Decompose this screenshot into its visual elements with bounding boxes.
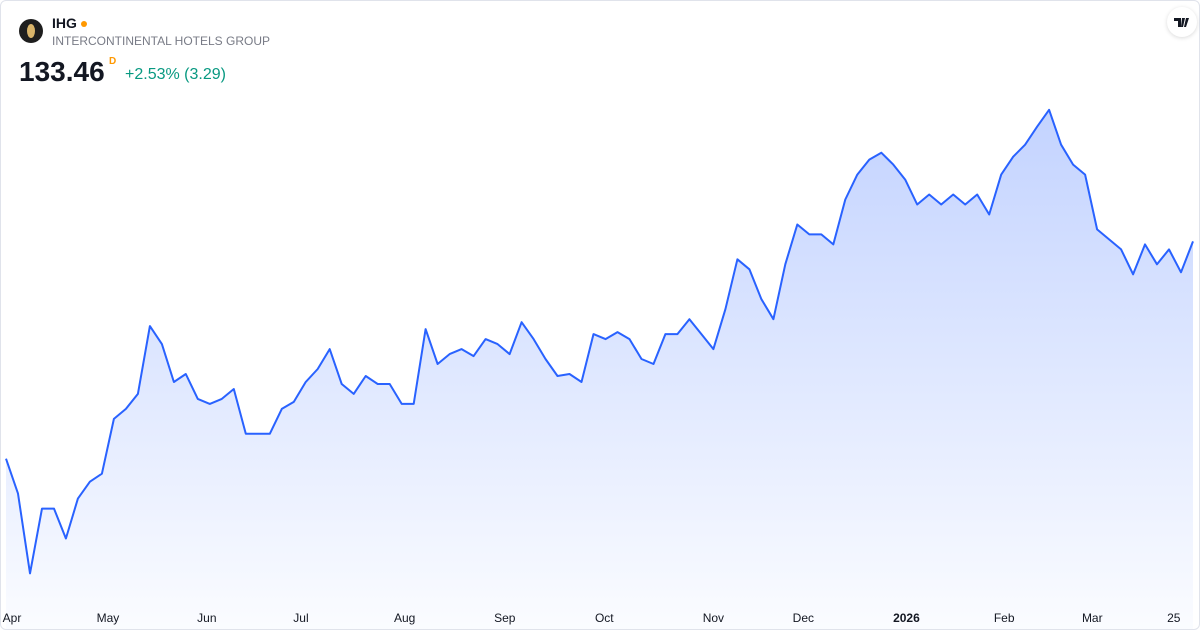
x-tick-label: 25 — [1167, 611, 1181, 625]
x-tick-label: Nov — [703, 611, 724, 625]
logo — [19, 19, 43, 43]
x-tick-label: Aug — [394, 611, 415, 625]
change: +2.53% (3.29) — [125, 66, 226, 83]
x-tick-label: 2026 — [893, 611, 920, 625]
price-line — [5, 108, 1194, 575]
x-tick-label: Dec — [793, 611, 814, 625]
symbol-text[interactable]: IHG — [52, 15, 77, 31]
price: 133.46 — [19, 56, 105, 87]
x-tick-label: May — [97, 611, 120, 625]
interval: D — [109, 56, 117, 67]
tv-icon — [1174, 18, 1189, 27]
x-tick-label: Sep — [494, 611, 516, 625]
x-tick-label: Apr — [3, 611, 22, 625]
symbol[interactable]: IHG — [52, 15, 87, 31]
x-tick-label: Jul — [293, 611, 308, 625]
x-tick-label: Jun — [197, 611, 216, 625]
tradingview-logo[interactable] — [1167, 7, 1197, 37]
x-tick-label: Oct — [595, 611, 614, 625]
area-fill — [6, 109, 1193, 629]
company-name: INTERCONTINENTAL HOTELS GROUP — [52, 34, 271, 48]
status-dot — [80, 21, 87, 28]
x-tick-label: Mar — [1082, 611, 1103, 625]
x-tick-label: Feb — [994, 611, 1015, 625]
